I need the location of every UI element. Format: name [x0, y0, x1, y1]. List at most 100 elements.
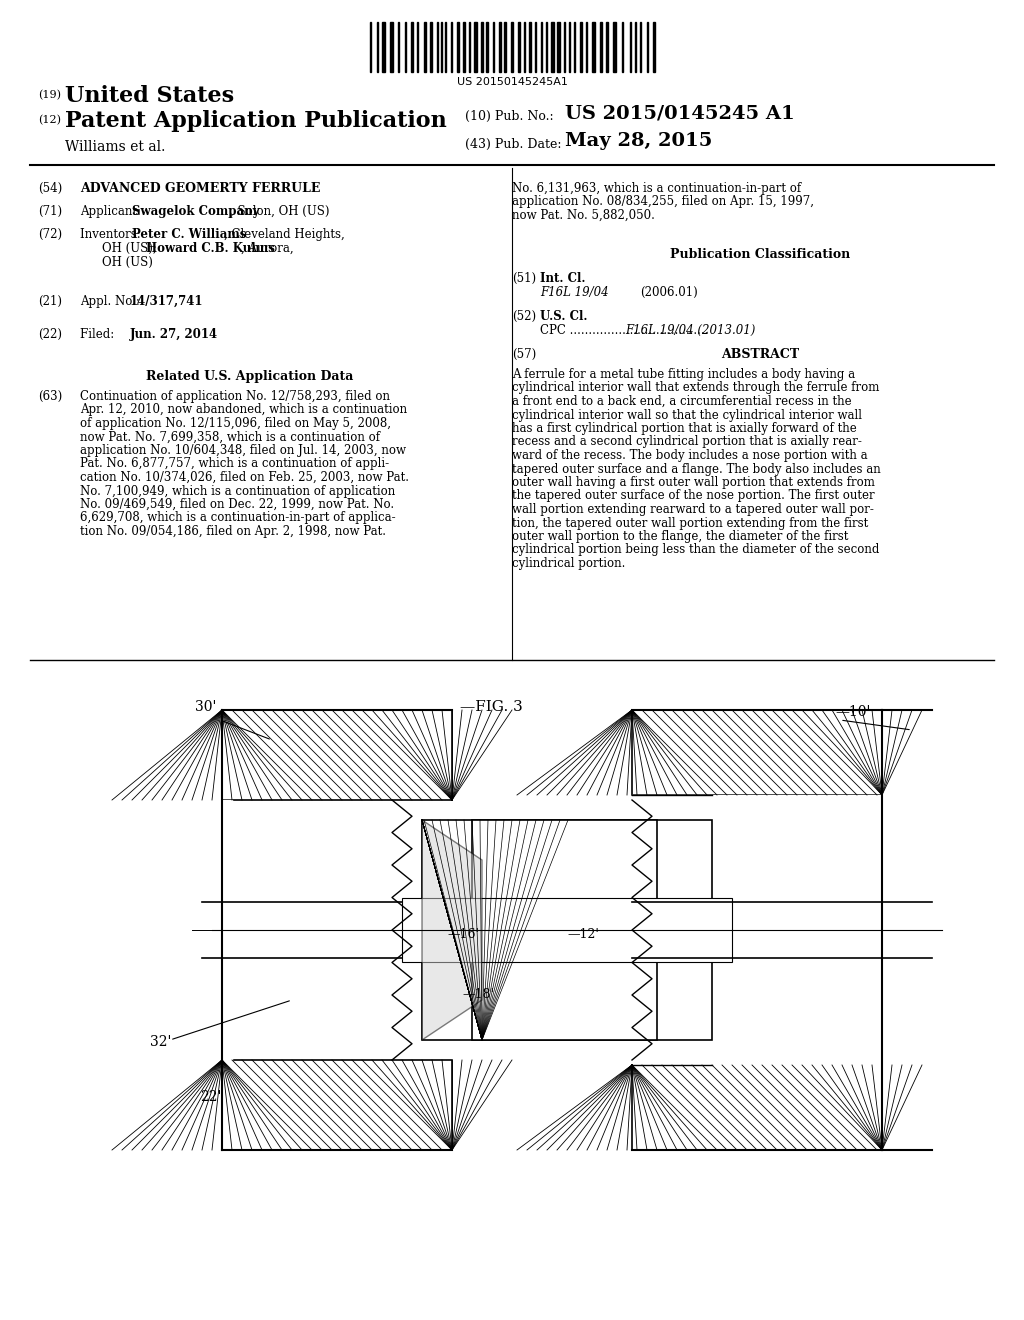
- Text: Appl. No.:: Appl. No.:: [80, 294, 143, 308]
- Text: OH (US): OH (US): [102, 256, 153, 269]
- Bar: [504, 22, 506, 73]
- Text: A ferrule for a metal tube fitting includes a body having a: A ferrule for a metal tube fitting inclu…: [512, 368, 855, 381]
- Text: application No. 10/604,348, filed on Jul. 14, 2003, now: application No. 10/604,348, filed on Jul…: [80, 444, 406, 457]
- Text: (51): (51): [512, 272, 537, 285]
- Text: (63): (63): [38, 389, 62, 403]
- Text: ADVANCED GEOMERTY FERRULE: ADVANCED GEOMERTY FERRULE: [80, 182, 321, 195]
- Bar: [557, 22, 560, 73]
- Bar: [653, 22, 655, 73]
- Text: Pat. No. 6,877,757, which is a continuation of appli-: Pat. No. 6,877,757, which is a continuat…: [80, 458, 389, 470]
- Polygon shape: [422, 820, 482, 1040]
- Text: outer wall having a first outer wall portion that extends from: outer wall having a first outer wall por…: [512, 477, 874, 488]
- Bar: [600, 22, 602, 73]
- Text: —18': —18': [462, 989, 494, 1002]
- Text: now Pat. No. 5,882,050.: now Pat. No. 5,882,050.: [512, 209, 655, 222]
- Text: recess and a second cylindrical portion that is axially rear-: recess and a second cylindrical portion …: [512, 436, 862, 449]
- Bar: [518, 22, 520, 73]
- Bar: [222, 1060, 452, 1150]
- Text: (10) Pub. No.:: (10) Pub. No.:: [465, 110, 554, 123]
- Text: No. 7,100,949, which is a continuation of application: No. 7,100,949, which is a continuation o…: [80, 484, 395, 498]
- Text: a front end to a back end, a circumferential recess in the: a front end to a back end, a circumferen…: [512, 395, 852, 408]
- Text: (19): (19): [38, 90, 61, 100]
- Bar: [580, 22, 582, 73]
- Bar: [463, 22, 465, 73]
- Bar: [529, 22, 531, 73]
- Text: Int. Cl.: Int. Cl.: [540, 272, 586, 285]
- Text: tapered outer surface and a flange. The body also includes an: tapered outer surface and a flange. The …: [512, 462, 881, 475]
- Text: has a first cylindrical portion that is axially forward of the: has a first cylindrical portion that is …: [512, 422, 857, 436]
- Text: 22': 22': [200, 1090, 221, 1104]
- Text: of application No. 12/115,096, filed on May 5, 2008,: of application No. 12/115,096, filed on …: [80, 417, 391, 430]
- Text: CPC .....................................: CPC ....................................…: [540, 323, 709, 337]
- Text: cylindrical portion being less than the diameter of the second: cylindrical portion being less than the …: [512, 544, 880, 557]
- Text: Applicant:: Applicant:: [80, 205, 144, 218]
- Text: May 28, 2015: May 28, 2015: [565, 132, 713, 150]
- Text: US 20150145245A1: US 20150145245A1: [457, 77, 567, 87]
- Bar: [411, 22, 413, 73]
- Text: Apr. 12, 2010, now abandoned, which is a continuation: Apr. 12, 2010, now abandoned, which is a…: [80, 404, 408, 417]
- Bar: [222, 710, 452, 800]
- Text: Filed:: Filed:: [80, 327, 133, 341]
- Bar: [472, 820, 657, 1040]
- Text: 6,629,708, which is a continuation-in-part of applica-: 6,629,708, which is a continuation-in-pa…: [80, 511, 395, 524]
- Text: (21): (21): [38, 294, 62, 308]
- Text: ABSTRACT: ABSTRACT: [721, 348, 799, 360]
- Text: (12): (12): [38, 115, 61, 125]
- Text: Swagelok Company: Swagelok Company: [132, 205, 259, 218]
- Text: F16L 19/04 (2013.01): F16L 19/04 (2013.01): [625, 323, 756, 337]
- Text: 14/317,741: 14/317,741: [130, 294, 204, 308]
- Bar: [424, 22, 426, 73]
- Text: Howard C.B. Kuhns: Howard C.B. Kuhns: [146, 242, 274, 255]
- Bar: [486, 22, 488, 73]
- Text: Jun. 27, 2014: Jun. 27, 2014: [130, 327, 218, 341]
- Text: Williams et al.: Williams et al.: [65, 140, 165, 154]
- Bar: [422, 820, 712, 1040]
- Bar: [474, 22, 477, 73]
- Text: No. 6,131,963, which is a continuation-in-part of: No. 6,131,963, which is a continuation-i…: [512, 182, 801, 195]
- Text: Peter C. Williams: Peter C. Williams: [132, 228, 247, 242]
- Text: Publication Classification: Publication Classification: [670, 248, 850, 261]
- Text: Related U.S. Application Data: Related U.S. Application Data: [146, 370, 353, 383]
- Text: (2006.01): (2006.01): [640, 286, 697, 300]
- Text: US 2015/0145245 A1: US 2015/0145245 A1: [565, 106, 795, 123]
- Text: outer wall portion to the flange, the diameter of the first: outer wall portion to the flange, the di…: [512, 531, 848, 543]
- Text: —12': —12': [567, 928, 599, 941]
- Text: (43) Pub. Date:: (43) Pub. Date:: [465, 139, 561, 150]
- Bar: [382, 22, 385, 73]
- Text: ward of the recess. The body includes a nose portion with a: ward of the recess. The body includes a …: [512, 449, 867, 462]
- Bar: [511, 22, 513, 73]
- Bar: [632, 1065, 882, 1150]
- Text: wall portion extending rearward to a tapered outer wall por-: wall portion extending rearward to a tap…: [512, 503, 873, 516]
- Text: United States: United States: [65, 84, 234, 107]
- Text: tion, the tapered outer wall portion extending from the first: tion, the tapered outer wall portion ext…: [512, 516, 868, 529]
- Text: Patent Application Publication: Patent Application Publication: [65, 110, 446, 132]
- Text: Inventors:: Inventors:: [80, 228, 144, 242]
- Text: No. 09/469,549, filed on Dec. 22, 1999, now Pat. No.: No. 09/469,549, filed on Dec. 22, 1999, …: [80, 498, 394, 511]
- Bar: [632, 710, 882, 795]
- Bar: [592, 22, 595, 73]
- Text: cylindrical interior wall that extends through the ferrule from: cylindrical interior wall that extends t…: [512, 381, 880, 395]
- Bar: [430, 22, 432, 73]
- Text: the tapered outer surface of the nose portion. The first outer: the tapered outer surface of the nose po…: [512, 490, 874, 503]
- Text: (52): (52): [512, 310, 537, 323]
- Text: OH (US);: OH (US);: [102, 242, 161, 255]
- Bar: [402, 898, 732, 962]
- Text: application No. 08/834,255, filed on Apr. 15, 1997,: application No. 08/834,255, filed on Apr…: [512, 195, 814, 209]
- Text: F16L 19/04: F16L 19/04: [540, 286, 608, 300]
- Bar: [551, 22, 554, 73]
- Bar: [457, 22, 459, 73]
- Text: cation No. 10/374,026, filed on Feb. 25, 2003, now Pat.: cation No. 10/374,026, filed on Feb. 25,…: [80, 471, 409, 484]
- Text: , Cleveland Heights,: , Cleveland Heights,: [224, 228, 345, 242]
- Text: now Pat. No. 7,699,358, which is a continuation of: now Pat. No. 7,699,358, which is a conti…: [80, 430, 380, 444]
- Text: (72): (72): [38, 228, 62, 242]
- Text: —FIG. 3: —FIG. 3: [460, 700, 522, 714]
- Text: (54): (54): [38, 182, 62, 195]
- Bar: [606, 22, 608, 73]
- Bar: [481, 22, 483, 73]
- Text: cylindrical interior wall so that the cylindrical interior wall: cylindrical interior wall so that the cy…: [512, 408, 862, 421]
- Text: , Aurora,: , Aurora,: [241, 242, 294, 255]
- Text: , Solon, OH (US): , Solon, OH (US): [230, 205, 330, 218]
- Bar: [390, 22, 393, 73]
- Text: 32': 32': [150, 1035, 171, 1049]
- Text: 30': 30': [195, 700, 216, 714]
